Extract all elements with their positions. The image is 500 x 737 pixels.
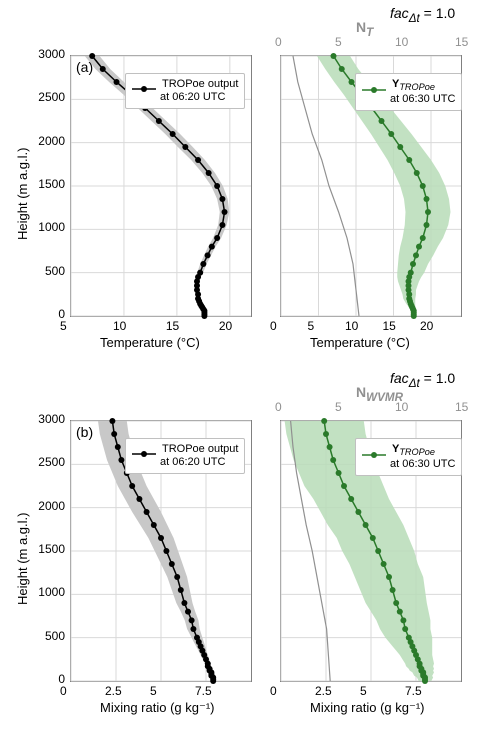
top-tick: 5 <box>335 400 342 414</box>
ytick: 2000 <box>38 499 65 513</box>
xlabel: Temperature (°C) <box>310 335 410 350</box>
xtick: 2.5 <box>105 684 122 698</box>
ytick: 3000 <box>38 47 65 61</box>
xlabel: Temperature (°C) <box>100 335 200 350</box>
xlabel: Mixing ratio (g kg⁻¹) <box>310 700 425 716</box>
panel-a-label: (a) <box>76 59 93 75</box>
top-axis-title: NWVMR <box>356 384 403 404</box>
xtick: 20 <box>420 319 433 333</box>
ytick: 500 <box>45 629 65 643</box>
xtick: 7.5 <box>405 684 422 698</box>
top-tick: 0 <box>275 400 282 414</box>
top-axis-title: NT <box>356 19 373 39</box>
top-tick: 15 <box>455 400 468 414</box>
xtick: 10 <box>345 319 358 333</box>
ylabel: Height (m a.g.l.) <box>15 513 30 605</box>
legend: TROPoe outputat 06:20 UTC <box>125 438 245 474</box>
ytick: 2000 <box>38 134 65 148</box>
top-tick: 10 <box>395 35 408 49</box>
xtick: 0 <box>270 684 277 698</box>
xtick: 2.5 <box>315 684 332 698</box>
ytick: 1500 <box>38 177 65 191</box>
fac-label: facΔt = 1.0 <box>390 5 455 25</box>
ytick: 2500 <box>38 90 65 104</box>
xtick: 10 <box>113 319 126 333</box>
ytick: 1000 <box>38 585 65 599</box>
legend: YTROPoeat 06:30 UTC <box>355 73 462 111</box>
ylabel: Height (m a.g.l.) <box>15 148 30 240</box>
ytick: 1500 <box>38 542 65 556</box>
ytick: 0 <box>58 307 65 321</box>
top-tick: 5 <box>335 35 342 49</box>
xtick: 0 <box>270 319 277 333</box>
figure-root: 5101520050010001500200025003000Temperatu… <box>0 0 500 737</box>
xtick: 5 <box>60 319 67 333</box>
legend: TROPoe outputat 06:20 UTC <box>125 73 245 109</box>
xtick: 15 <box>383 319 396 333</box>
ytick: 2500 <box>38 455 65 469</box>
ytick: 0 <box>58 672 65 686</box>
xlabel: Mixing ratio (g kg⁻¹) <box>100 700 215 716</box>
xtick: 15 <box>166 319 179 333</box>
panel-b-label: (b) <box>76 424 93 440</box>
ytick: 500 <box>45 264 65 278</box>
xtick: 5 <box>360 684 367 698</box>
xtick: 5 <box>150 684 157 698</box>
xtick: 0 <box>60 684 67 698</box>
legend: YTROPoeat 06:30 UTC <box>355 438 462 476</box>
top-tick: 0 <box>275 35 282 49</box>
ytick: 1000 <box>38 220 65 234</box>
xtick: 7.5 <box>195 684 212 698</box>
xtick: 5 <box>308 319 315 333</box>
xtick: 20 <box>219 319 232 333</box>
top-tick: 15 <box>455 35 468 49</box>
ytick: 3000 <box>38 412 65 426</box>
